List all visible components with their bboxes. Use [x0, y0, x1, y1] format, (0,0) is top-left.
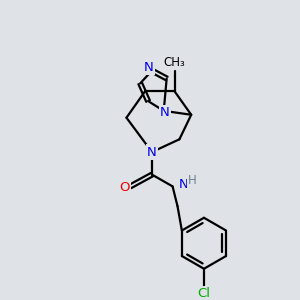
Text: H: H	[188, 174, 197, 187]
Text: N: N	[160, 106, 169, 119]
Text: N: N	[147, 146, 157, 158]
Text: N: N	[178, 178, 188, 191]
Text: O: O	[119, 181, 130, 194]
Text: N: N	[144, 61, 154, 74]
Text: Cl: Cl	[197, 287, 210, 300]
Text: CH₃: CH₃	[164, 56, 185, 69]
